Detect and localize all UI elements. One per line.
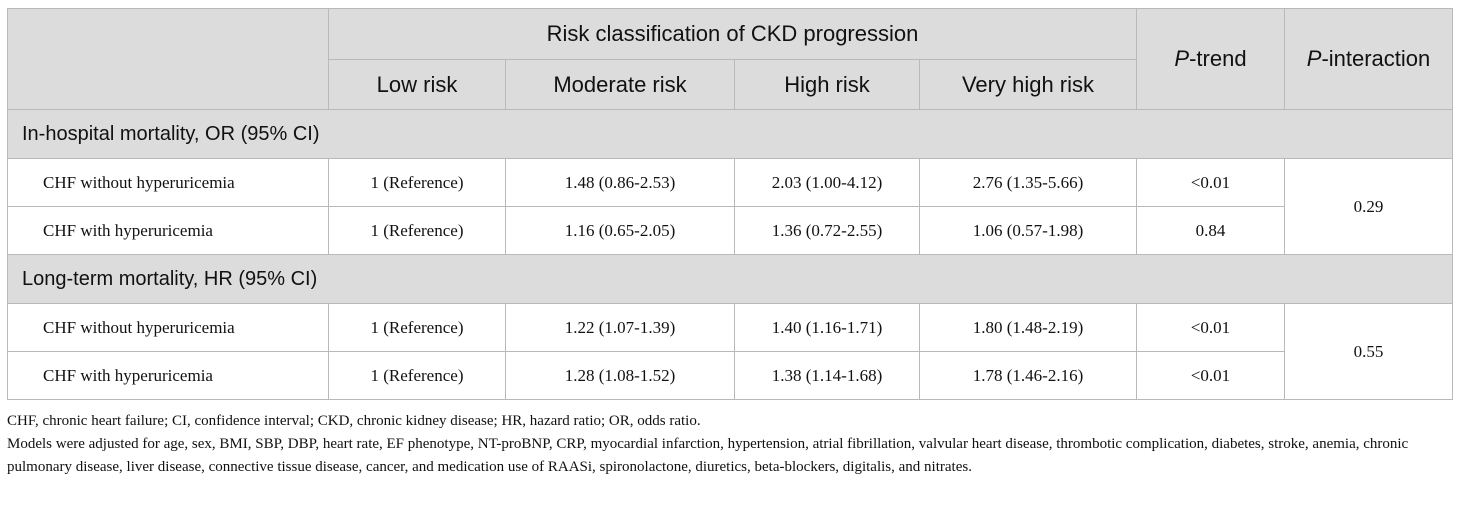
cell-p-interaction: 0.55 [1284,303,1454,400]
cell-moderate-risk: 1.28 (1.08-1.52) [505,351,735,400]
table-footnotes: CHF, chronic heart failure; CI, confiden… [7,410,1452,479]
table-row: CHF with hyperuricemia 1 (Reference) 1.1… [7,206,1453,255]
section-title: Long-term mortality, HR (95% CI) [6,254,1454,304]
col-header-moderate-risk: Moderate risk [505,59,735,110]
cell-low-risk: 1 (Reference) [328,303,506,352]
cell-high-risk: 1.40 (1.16-1.71) [734,303,920,352]
cell-low-risk: 1 (Reference) [328,158,506,207]
cell-moderate-risk: 1.22 (1.07-1.39) [505,303,735,352]
p-trend-header: P-trend [1136,8,1286,110]
cell-high-risk: 1.38 (1.14-1.68) [734,351,920,400]
section-row-in-hospital: In-hospital mortality, OR (95% CI) [6,109,1454,159]
header-row-top: Risk classification of CKD progression P… [7,8,1454,110]
p-trend-header-italic: P [1174,46,1190,71]
col-header-low-risk: Low risk [328,59,506,110]
table-row: CHF without hyperuricemia 1 (Reference) … [7,303,1454,400]
cell-p-interaction: 0.29 [1284,158,1454,255]
cell-moderate-risk: 1.48 (0.86-2.53) [505,158,735,207]
cell-very-high-risk: 1.06 (0.57-1.98) [918,206,1138,255]
cell-p-trend: <0.01 [1136,303,1286,352]
cell-p-trend: <0.01 [1136,351,1286,400]
models-note: Models were adjusted for age, sex, BMI, … [7,436,1409,475]
cell-high-risk: 2.03 (1.00-4.12) [734,158,920,207]
cell-very-high-risk: 1.80 (1.48-2.19) [918,303,1138,352]
results-table-container: Risk classification of CKD progression P… [6,8,1454,400]
section-row-long-term: Long-term mortality, HR (95% CI) [6,254,1454,304]
p-interaction-header: P-interaction [1284,8,1454,110]
p-interaction-header-italic: P [1306,46,1322,71]
p-trend-header-rest: -trend [1189,46,1247,71]
row-label: CHF with hyperuricemia [7,351,329,400]
col-header-high-risk: High risk [734,59,920,110]
cell-very-high-risk: 1.78 (1.46-2.16) [918,351,1138,400]
group-header: Risk classification of CKD progression [327,8,1138,60]
results-table: Risk classification of CKD progression P… [6,8,1454,400]
header-empty-cell [7,8,329,110]
cell-low-risk: 1 (Reference) [328,206,506,255]
cell-very-high-risk: 2.76 (1.35-5.66) [918,158,1138,207]
col-header-very-high-risk: Very high risk [918,59,1138,110]
table-row: CHF with hyperuricemia 1 (Reference) 1.2… [7,351,1453,400]
cell-p-trend: <0.01 [1136,158,1286,207]
cell-p-trend: 0.84 [1136,206,1286,255]
abbreviations-note: CHF, chronic heart failure; CI, confiden… [7,413,701,429]
section-title: In-hospital mortality, OR (95% CI) [6,109,1454,159]
cell-high-risk: 1.36 (0.72-2.55) [734,206,920,255]
row-label: CHF without hyperuricemia [7,158,329,207]
row-label: CHF without hyperuricemia [7,303,329,352]
header-row-sub: Low risk Moderate risk High risk Very hi… [8,59,1453,110]
cell-moderate-risk: 1.16 (0.65-2.05) [505,206,735,255]
cell-low-risk: 1 (Reference) [328,351,506,400]
row-label: CHF with hyperuricemia [7,206,329,255]
p-interaction-header-rest: -interaction [1321,46,1431,71]
table-row: CHF without hyperuricemia 1 (Reference) … [7,158,1454,255]
